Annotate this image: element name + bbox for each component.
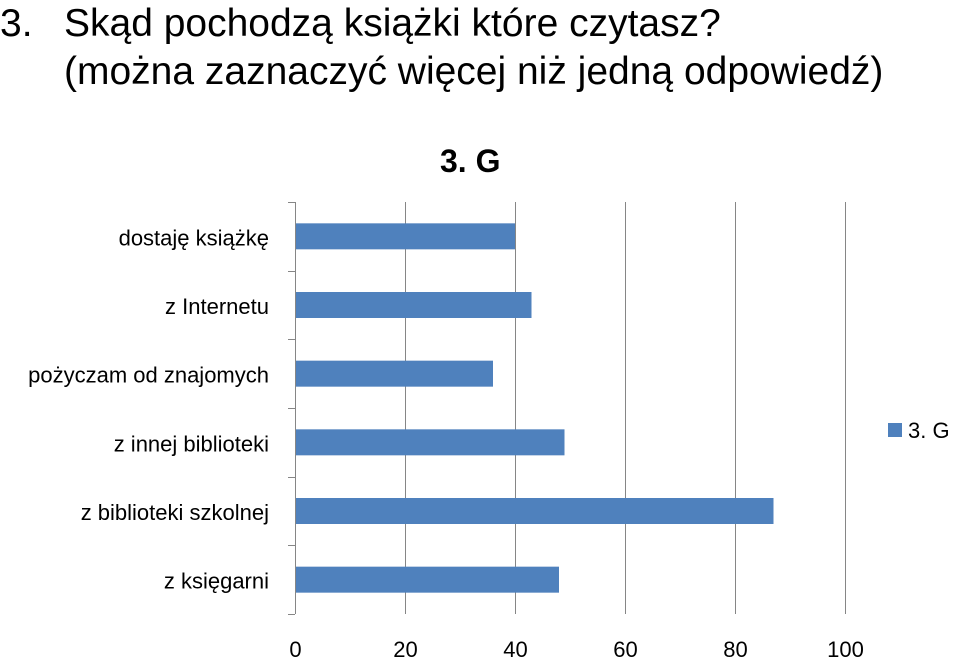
legend-label: 3. G	[908, 418, 950, 443]
legend-swatch	[888, 423, 902, 437]
category-label: z Internetu	[165, 294, 269, 319]
chart-legend: 3. G	[888, 418, 950, 444]
category-label: z innej biblioteki	[114, 431, 269, 456]
category-label: dostaję książkę	[119, 225, 269, 250]
slide-question: 3. Skąd pochodzą książki które czytasz? (…	[0, 0, 883, 96]
category-label: pożyczam od znajomych	[28, 363, 269, 388]
category-label: z księgarni	[164, 569, 269, 594]
chart-title: 3. G	[440, 143, 501, 179]
bar	[296, 566, 559, 593]
x-tick-label: 60	[613, 637, 637, 659]
x-tick-label: 80	[723, 637, 747, 659]
bar	[296, 292, 532, 318]
x-tick-label: 20	[393, 637, 417, 659]
x-tick-label: 100	[827, 637, 864, 659]
x-tick-label: 0	[289, 637, 301, 659]
question-line-2: (można zaznaczyć więcej niż jedną odpowi…	[64, 50, 884, 93]
bar	[296, 498, 774, 524]
bar	[296, 360, 493, 387]
question-line-1: Skąd pochodzą książki które czytasz?	[64, 2, 721, 45]
bar	[296, 429, 565, 456]
x-tick-label: 40	[503, 637, 527, 659]
category-label: z biblioteki szkolnej	[81, 500, 269, 525]
question-number: 3.	[0, 2, 33, 45]
bar	[296, 223, 515, 250]
